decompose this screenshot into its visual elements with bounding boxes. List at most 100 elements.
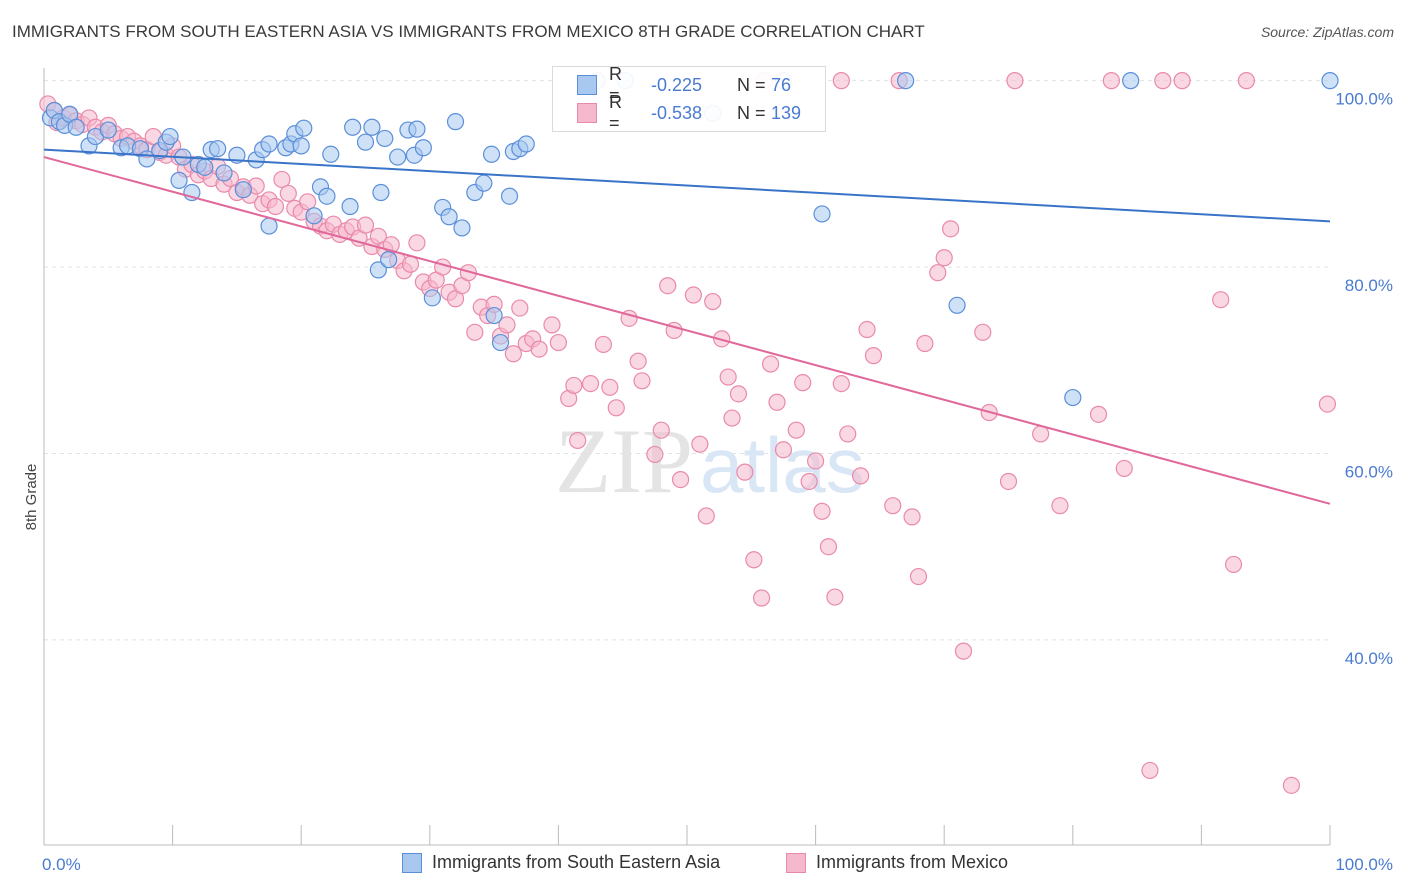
legend-r-value: -0.225 xyxy=(651,74,703,95)
point-mexico xyxy=(826,588,844,606)
series-legend: Immigrants from South Eastern Asia Immig… xyxy=(0,852,1406,878)
point-sea xyxy=(67,118,85,136)
point-sea xyxy=(446,113,465,131)
point-sea xyxy=(260,135,278,153)
point-sea xyxy=(485,306,503,325)
watermark: ZIP atlas xyxy=(555,410,865,512)
point-sea xyxy=(196,158,214,176)
point-mexico xyxy=(511,299,529,317)
legend-item-mexico[interactable]: Immigrants from Mexico xyxy=(786,852,1008,873)
legend-n-label: N = xyxy=(737,102,766,123)
point-mexico xyxy=(819,538,838,556)
legend-label-sea: Immigrants from South Eastern Asia xyxy=(432,852,721,872)
point-mexico xyxy=(974,323,992,341)
point-sea xyxy=(1321,72,1339,90)
point-sea xyxy=(318,187,336,205)
trend-lines xyxy=(43,148,1331,505)
point-mexico xyxy=(1115,459,1133,478)
point-sea xyxy=(376,129,394,148)
point-sea xyxy=(440,208,458,226)
stats-legend: R = -0.225 N = 76 R = -0.538 N = 139 xyxy=(552,64,826,133)
legend-row-sea: R = -0.225 N = 76 xyxy=(553,64,792,105)
axes xyxy=(43,68,1331,846)
point-sea xyxy=(1064,388,1082,407)
point-mexico xyxy=(697,507,715,525)
legend-r-label: R = xyxy=(609,92,622,133)
trend-line-mexico xyxy=(43,156,1331,505)
legend-row-mexico: R = -0.538 N = 139 xyxy=(553,92,801,133)
trend-line-sea xyxy=(43,148,1331,223)
watermark-atlas: atlas xyxy=(700,421,865,509)
point-sea xyxy=(363,118,381,136)
point-mexico xyxy=(858,320,876,339)
point-mexico xyxy=(916,334,934,353)
point-mexico xyxy=(569,431,587,450)
point-sea xyxy=(209,140,227,158)
point-mexico xyxy=(832,374,850,393)
point-sea xyxy=(170,171,188,189)
point-sea xyxy=(948,296,966,314)
point-sea xyxy=(380,251,398,269)
point-mexico xyxy=(565,376,583,395)
point-mexico xyxy=(466,323,484,341)
point-mexico xyxy=(768,393,786,411)
point-mexico xyxy=(787,421,805,439)
point-sea xyxy=(491,333,510,352)
point-mexico xyxy=(719,368,737,386)
watermark-zip: ZIP xyxy=(555,410,693,512)
y-tick-label: 80.0% xyxy=(1345,276,1393,295)
point-sea xyxy=(341,197,359,216)
point-mexico xyxy=(954,642,973,660)
x-tick-label: 100.0% xyxy=(1335,855,1393,874)
point-mexico xyxy=(633,372,651,390)
point-sea xyxy=(356,133,375,151)
point-mexico xyxy=(800,472,818,491)
point-mexico xyxy=(929,264,947,282)
point-sea xyxy=(260,217,278,235)
point-mexico xyxy=(581,374,600,393)
point-sea xyxy=(372,183,390,202)
point-mexico xyxy=(935,249,953,267)
point-sea xyxy=(500,187,519,205)
point-sea xyxy=(1122,72,1140,90)
point-mexico xyxy=(1006,72,1024,90)
legend-swatch-mexico xyxy=(786,852,806,873)
point-mexico xyxy=(408,234,426,252)
point-sea xyxy=(322,145,340,163)
point-mexico xyxy=(659,277,677,295)
legend-n-value: 76 xyxy=(771,74,792,95)
point-mexico xyxy=(691,435,709,453)
legend-item-sea[interactable]: Immigrants from South Eastern Asia xyxy=(402,852,720,873)
point-mexico xyxy=(942,220,960,238)
y-tick-label: 100.0% xyxy=(1335,90,1393,109)
point-mexico xyxy=(884,497,902,515)
point-mexico xyxy=(832,72,850,90)
point-sea xyxy=(295,119,313,137)
point-mexico xyxy=(839,425,857,443)
point-mexico xyxy=(543,316,561,334)
point-mexico xyxy=(736,463,754,481)
point-mexico xyxy=(774,441,793,459)
point-mexico xyxy=(601,378,619,396)
point-sea xyxy=(292,137,310,155)
point-mexico xyxy=(704,292,722,311)
y-tick-label: 40.0% xyxy=(1345,649,1393,668)
point-mexico xyxy=(498,316,516,334)
point-sea xyxy=(234,181,252,199)
point-mexico xyxy=(752,589,771,607)
point-mexico xyxy=(1318,395,1337,413)
point-mexico xyxy=(1141,761,1159,780)
legend-r-value: -0.538 xyxy=(651,102,703,123)
point-mexico xyxy=(594,335,613,354)
point-sea xyxy=(369,261,387,279)
chart-title: IMMIGRANTS FROM SOUTH EASTERN ASIA VS IM… xyxy=(12,22,925,41)
point-sea xyxy=(389,148,407,166)
point-mexico xyxy=(794,374,812,392)
point-mexico xyxy=(504,345,522,363)
point-sea xyxy=(475,174,493,192)
point-sea xyxy=(414,139,432,157)
point-mexico xyxy=(761,355,780,373)
point-mexico xyxy=(549,333,568,352)
point-sea xyxy=(813,205,831,223)
